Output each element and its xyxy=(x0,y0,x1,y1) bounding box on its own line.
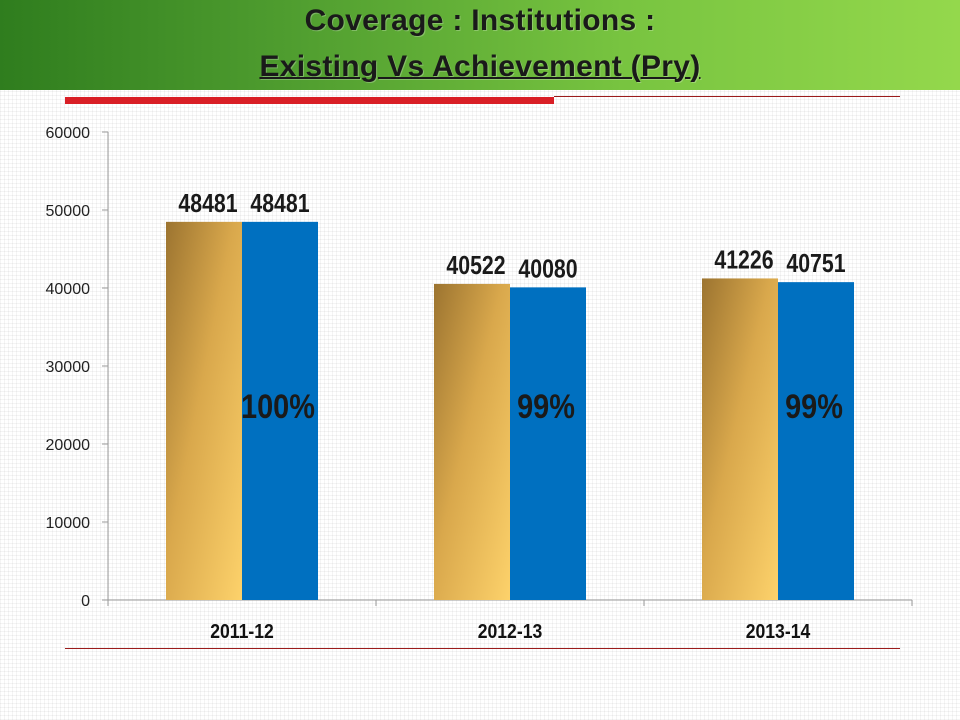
y-tick-label: 60000 xyxy=(46,125,91,142)
percent-label: 99% xyxy=(785,387,843,426)
y-tick-label: 0 xyxy=(81,593,90,610)
percent-label: 99% xyxy=(517,387,575,426)
x-category-label: 2012-13 xyxy=(478,620,543,642)
top-divider-line xyxy=(554,96,900,97)
y-tick-label: 20000 xyxy=(46,437,91,454)
slide-title-line-2: Existing Vs Achievement (Pry) xyxy=(259,50,701,83)
percent-label: 100% xyxy=(241,387,315,426)
data-label-achievement: 40080 xyxy=(518,254,577,284)
data-label-existing: 40522 xyxy=(446,251,505,281)
slide-title-line-1: Coverage : Institutions : xyxy=(304,4,656,37)
bar-achievement xyxy=(778,282,854,600)
bar-existing xyxy=(166,221,242,600)
data-label-existing: 41226 xyxy=(714,245,773,275)
title-banner: Coverage : Institutions : Existing Vs Ac… xyxy=(0,0,960,90)
bar-existing xyxy=(434,283,510,600)
data-label-existing: 48481 xyxy=(178,189,237,219)
bar-achievement xyxy=(242,221,318,600)
y-tick-label: 50000 xyxy=(46,203,91,220)
x-category-label: 2011-12 xyxy=(210,620,274,642)
bottom-divider-line xyxy=(65,648,900,649)
bar-achievement xyxy=(510,287,586,600)
x-category-label: 2013-14 xyxy=(746,620,811,642)
y-tick-label: 40000 xyxy=(46,281,91,298)
data-label-achievement: 48481 xyxy=(250,189,309,219)
y-tick-label: 30000 xyxy=(46,359,91,376)
y-tick-label: 10000 xyxy=(46,515,91,532)
data-label-achievement: 40751 xyxy=(786,249,845,279)
bar-existing xyxy=(702,278,778,600)
red-accent-bar xyxy=(65,97,554,104)
